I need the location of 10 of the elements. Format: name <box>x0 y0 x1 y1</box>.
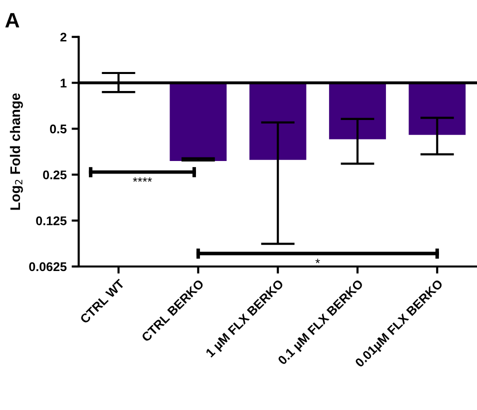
annotation: * <box>315 258 320 264</box>
y-tick-label: 0.125 <box>36 216 67 226</box>
text: A <box>5 13 20 28</box>
y-tick-label: 2 <box>60 32 66 42</box>
y-tick-label: 1 <box>60 78 67 88</box>
y-axis-title: Log$_{2}$ Fold change <box>10 93 23 210</box>
y-tick-label: 0.0625 <box>29 262 67 272</box>
y-tick-label: 0.25 <box>43 170 67 180</box>
annotation: **** <box>132 177 152 182</box>
y-tick-label: 0.5 <box>50 124 67 134</box>
